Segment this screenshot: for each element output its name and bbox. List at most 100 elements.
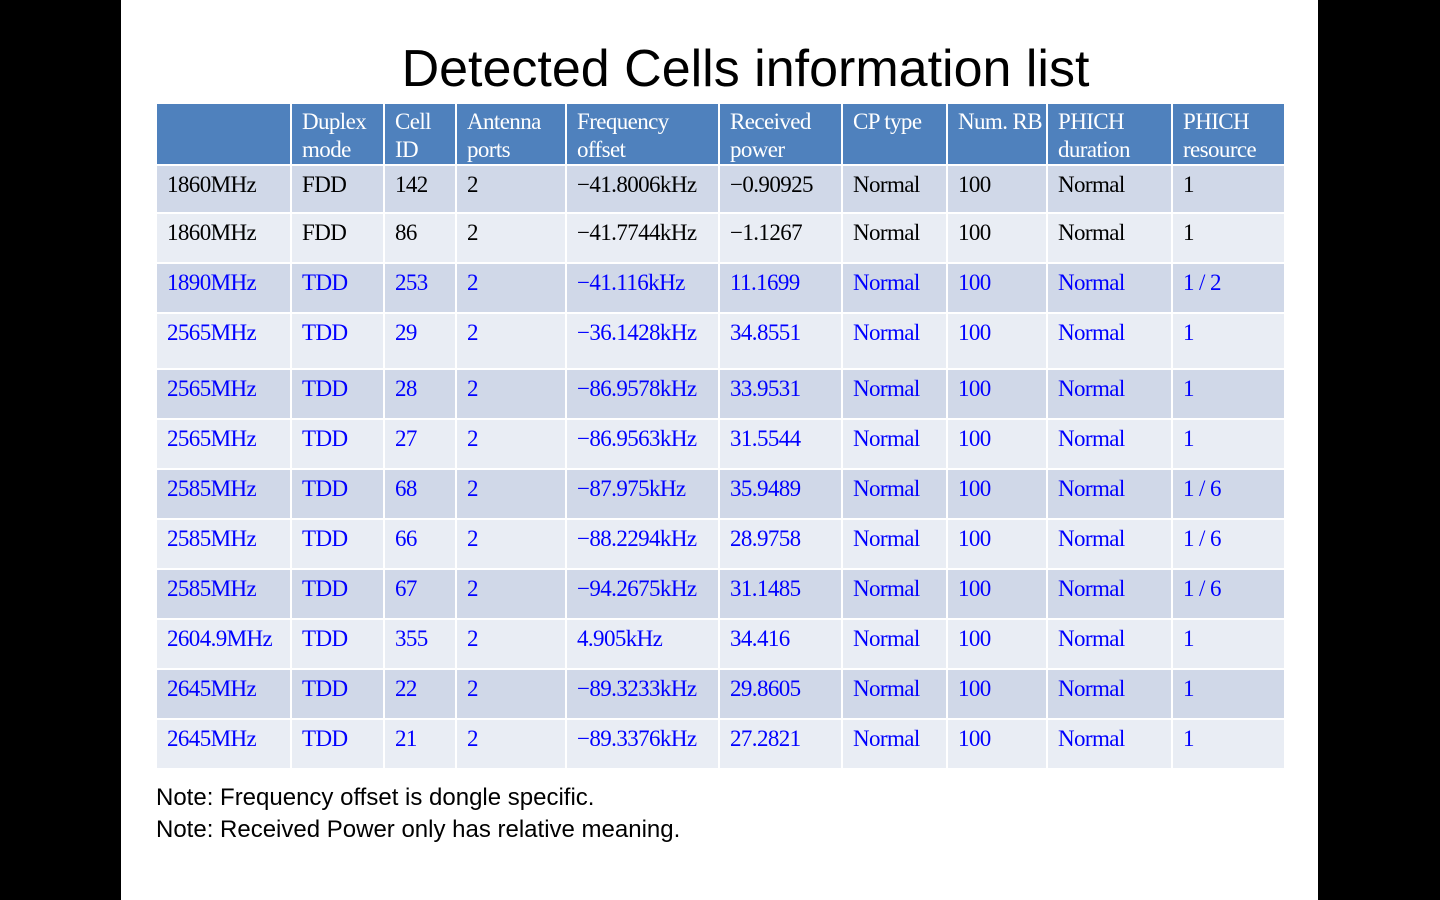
header-cell-duplex-mode: Duplex mode bbox=[290, 102, 385, 166]
cell-cp-type: Normal bbox=[841, 212, 948, 264]
cell-duplex-mode: TDD bbox=[290, 518, 385, 570]
cell-phich-duration: Normal bbox=[1046, 568, 1173, 620]
cell-cell-id: 22 bbox=[383, 668, 457, 720]
cell-frequency-offset: −36.1428kHz bbox=[565, 312, 720, 370]
table-header-row: Duplex mode Cell ID Antenna ports Freque… bbox=[155, 102, 1286, 166]
cell-frequency-offset: −89.3233kHz bbox=[565, 668, 720, 720]
cell-num-rb: 100 bbox=[946, 668, 1048, 720]
cell-phich-duration: Normal bbox=[1046, 212, 1173, 264]
header-cell-frequency bbox=[155, 102, 292, 166]
cell-cp-type: Normal bbox=[841, 668, 948, 720]
cell-frequency-offset: −88.2294kHz bbox=[565, 518, 720, 570]
cell-received-power: 34.8551 bbox=[718, 312, 843, 370]
cell-duplex-mode: FDD bbox=[290, 164, 385, 214]
cell-cell-id: 66 bbox=[383, 518, 457, 570]
cell-frequency: 2565MHz bbox=[155, 368, 292, 420]
cell-antenna-ports: 2 bbox=[455, 262, 567, 314]
cell-cell-id: 67 bbox=[383, 568, 457, 620]
cell-cell-id: 355 bbox=[383, 618, 457, 670]
cell-antenna-ports: 2 bbox=[455, 312, 567, 370]
cell-antenna-ports: 2 bbox=[455, 668, 567, 720]
table-row: 1890MHz TDD 253 2 −41.116kHz 11.1699 Normal 100… bbox=[155, 262, 1286, 314]
cell-frequency: 2604.9MHz bbox=[155, 618, 292, 670]
cell-num-rb: 100 bbox=[946, 262, 1048, 314]
cell-duplex-mode: TDD bbox=[290, 262, 385, 314]
cell-phich-resource: 1 bbox=[1171, 618, 1286, 670]
cell-received-power: 29.8605 bbox=[718, 668, 843, 720]
table-row: 1860MHz FDD 142 2 −41.8006kHz −0.90925 Normal 1… bbox=[155, 164, 1286, 214]
cell-received-power: −0.90925 bbox=[718, 164, 843, 214]
cell-cp-type: Normal bbox=[841, 164, 948, 214]
cell-frequency-offset: −41.116kHz bbox=[565, 262, 720, 314]
cell-cp-type: Normal bbox=[841, 262, 948, 314]
cell-duplex-mode: TDD bbox=[290, 718, 385, 770]
table-row: 2565MHz TDD 28 2 −86.9578kHz 33.9531 Normal 100… bbox=[155, 368, 1286, 420]
table-row: 2585MHz TDD 68 2 −87.975kHz 35.9489 Normal 100 N… bbox=[155, 468, 1286, 520]
cell-frequency-offset: −41.8006kHz bbox=[565, 164, 720, 214]
cell-cp-type: Normal bbox=[841, 618, 948, 670]
cell-duplex-mode: TDD bbox=[290, 368, 385, 420]
cell-cell-id: 253 bbox=[383, 262, 457, 314]
cell-num-rb: 100 bbox=[946, 618, 1048, 670]
cell-received-power: 33.9531 bbox=[718, 368, 843, 420]
cell-frequency-offset: 4.905kHz bbox=[565, 618, 720, 670]
cell-cell-id: 29 bbox=[383, 312, 457, 370]
cell-frequency: 1890MHz bbox=[155, 262, 292, 314]
table-row: 2585MHz TDD 67 2 −94.2675kHz 31.1485 Normal 100… bbox=[155, 568, 1286, 620]
cell-received-power: 28.9758 bbox=[718, 518, 843, 570]
cell-antenna-ports: 2 bbox=[455, 418, 567, 470]
cell-antenna-ports: 2 bbox=[455, 164, 567, 214]
cell-phich-resource: 1 bbox=[1171, 418, 1286, 470]
cell-cp-type: Normal bbox=[841, 312, 948, 370]
cell-received-power: 31.5544 bbox=[718, 418, 843, 470]
cell-phich-duration: Normal bbox=[1046, 618, 1173, 670]
table-body: 1860MHz FDD 142 2 −41.8006kHz −0.90925 Normal 1… bbox=[155, 164, 1286, 770]
table-row: 2604.9MHz TDD 355 2 4.905kHz 34.416 Normal 100 N… bbox=[155, 618, 1286, 670]
cell-cell-id: 68 bbox=[383, 468, 457, 520]
table-row: 2565MHz TDD 29 2 −36.1428kHz 34.8551 Normal 100… bbox=[155, 312, 1286, 370]
cell-antenna-ports: 2 bbox=[455, 618, 567, 670]
table-row: 2645MHz TDD 21 2 −89.3376kHz 27.2821 Normal 100… bbox=[155, 718, 1286, 770]
cell-num-rb: 100 bbox=[946, 368, 1048, 420]
cell-num-rb: 100 bbox=[946, 518, 1048, 570]
cell-frequency: 2585MHz bbox=[155, 468, 292, 520]
cell-antenna-ports: 2 bbox=[455, 518, 567, 570]
cell-frequency: 2565MHz bbox=[155, 418, 292, 470]
cell-cp-type: Normal bbox=[841, 568, 948, 620]
cell-phich-duration: Normal bbox=[1046, 718, 1173, 770]
table-row: 2645MHz TDD 22 2 −89.3233kHz 29.8605 Normal 100… bbox=[155, 668, 1286, 720]
cell-phich-resource: 1 bbox=[1171, 668, 1286, 720]
cell-duplex-mode: TDD bbox=[290, 418, 385, 470]
cell-frequency-offset: −86.9578kHz bbox=[565, 368, 720, 420]
note-frequency-offset: Note: Frequency offset is dongle specifi… bbox=[156, 784, 595, 811]
cell-frequency-offset: −86.9563kHz bbox=[565, 418, 720, 470]
cell-frequency: 2585MHz bbox=[155, 518, 292, 570]
cell-phich-resource: 1 / 2 bbox=[1171, 262, 1286, 314]
note-received-power: Note: Received Power only has relative m… bbox=[156, 816, 681, 843]
cell-frequency-offset: −94.2675kHz bbox=[565, 568, 720, 620]
table-row: 1860MHz FDD 86 2 −41.7744kHz −1.1267 Normal 100… bbox=[155, 212, 1286, 264]
cell-duplex-mode: TDD bbox=[290, 468, 385, 520]
cell-num-rb: 100 bbox=[946, 718, 1048, 770]
cell-phich-duration: Normal bbox=[1046, 668, 1173, 720]
cell-frequency: 2585MHz bbox=[155, 568, 292, 620]
cell-phich-resource: 1 bbox=[1171, 368, 1286, 420]
header-cell-num-rb: Num. RB bbox=[946, 102, 1048, 166]
cell-received-power: −1.1267 bbox=[718, 212, 843, 264]
slide: Detected Cells information list Duplex m… bbox=[121, 0, 1318, 900]
cell-phich-resource: 1 / 6 bbox=[1171, 568, 1286, 620]
cell-cp-type: Normal bbox=[841, 418, 948, 470]
cell-num-rb: 100 bbox=[946, 164, 1048, 214]
header-cell-cell-id: Cell ID bbox=[383, 102, 457, 166]
cell-duplex-mode: TDD bbox=[290, 568, 385, 620]
cell-cell-id: 28 bbox=[383, 368, 457, 420]
cell-frequency-offset: −41.7744kHz bbox=[565, 212, 720, 264]
cell-antenna-ports: 2 bbox=[455, 718, 567, 770]
header-cell-frequency-offset: Frequency offset bbox=[565, 102, 720, 166]
cell-num-rb: 100 bbox=[946, 418, 1048, 470]
cell-phich-resource: 1 bbox=[1171, 312, 1286, 370]
cell-frequency-offset: −89.3376kHz bbox=[565, 718, 720, 770]
slide-title: Detected Cells information list bbox=[401, 40, 1090, 98]
cell-duplex-mode: TDD bbox=[290, 618, 385, 670]
header-cell-phich-resource: PHICH resource bbox=[1171, 102, 1286, 166]
